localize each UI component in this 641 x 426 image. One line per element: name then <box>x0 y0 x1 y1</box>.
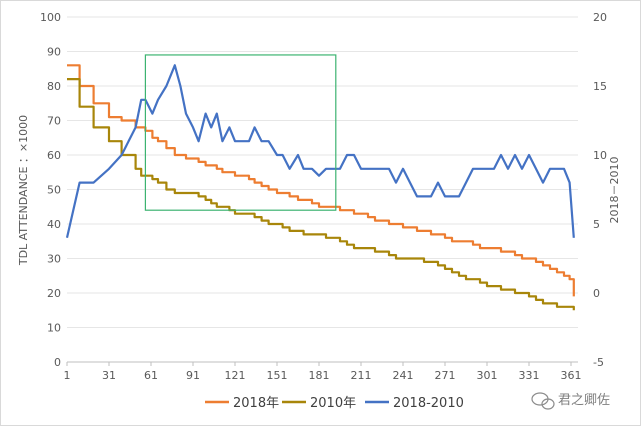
x-tick-label-5: 151 <box>267 369 288 382</box>
x-tick-label-6: 181 <box>309 369 330 382</box>
right-axis-ticks: -5 0 5 10 15 20 <box>593 11 607 369</box>
watermark-text: 君之卿佐 <box>558 393 610 408</box>
left-axis-ticks: 0 10 20 30 40 50 60 70 80 90 100 <box>40 11 61 369</box>
x-tick-label-4: 121 <box>225 369 246 382</box>
x-tick-label-1: 31 <box>102 369 116 382</box>
y2-tick-label-0: -5 <box>593 356 604 369</box>
y-tick-label-4: 40 <box>47 218 61 231</box>
y-tick-label-6: 60 <box>47 149 61 162</box>
series-line-2 <box>65 64 575 239</box>
y-tick-label-10: 100 <box>40 11 61 24</box>
series-line-1 <box>67 78 575 311</box>
y-tick-label-2: 20 <box>47 287 61 300</box>
legend: 2018年 2010年 2018-2010 <box>205 396 464 411</box>
y-tick-label-1: 10 <box>47 322 61 335</box>
y-tick-label-5: 50 <box>47 184 61 197</box>
x-tick-label-7: 211 <box>351 369 372 382</box>
legend-label-1: 2010年 <box>310 396 356 411</box>
legend-label-0: 2018年 <box>233 396 279 411</box>
x-tick-label-3: 91 <box>186 369 200 382</box>
watermark: 君之卿佐 <box>531 392 610 410</box>
y-tick-label-9: 90 <box>47 46 61 59</box>
chat-bubble-icon <box>531 392 555 410</box>
y-tick-label-3: 30 <box>47 253 61 266</box>
y-tick-label-8: 80 <box>47 80 61 93</box>
highlight-box <box>144 54 337 211</box>
y2-tick-label-5: 20 <box>593 11 607 24</box>
x-tick-label-2: 61 <box>144 369 158 382</box>
x-axis-ticks: 1 31 61 91 121 151 181 211 241 271 301 331 361 <box>64 362 582 382</box>
y2-tick-label-2: 5 <box>593 218 600 231</box>
x-tick-label-12: 361 <box>561 369 582 382</box>
x-tick-label-8: 241 <box>393 369 414 382</box>
y2-tick-label-1: 0 <box>593 287 600 300</box>
y2-tick-label-4: 15 <box>593 80 607 93</box>
y-tick-label-7: 70 <box>47 115 61 128</box>
y2-axis-title: 2018－2010 <box>608 157 621 224</box>
y-axis-title: TDL ATTENDANCE ：×1000 <box>17 115 30 266</box>
series-lines <box>65 64 575 311</box>
x-tick-label-11: 331 <box>519 369 540 382</box>
x-tick-label-0: 1 <box>64 369 71 382</box>
x-tick-label-9: 271 <box>435 369 456 382</box>
gridlines <box>67 16 578 328</box>
series-line-0 <box>67 64 575 297</box>
y2-tick-label-3: 10 <box>593 149 607 162</box>
y-tick-label-0: 0 <box>54 356 61 369</box>
x-tick-label-10: 301 <box>477 369 498 382</box>
legend-label-2: 2018-2010 <box>393 396 464 411</box>
